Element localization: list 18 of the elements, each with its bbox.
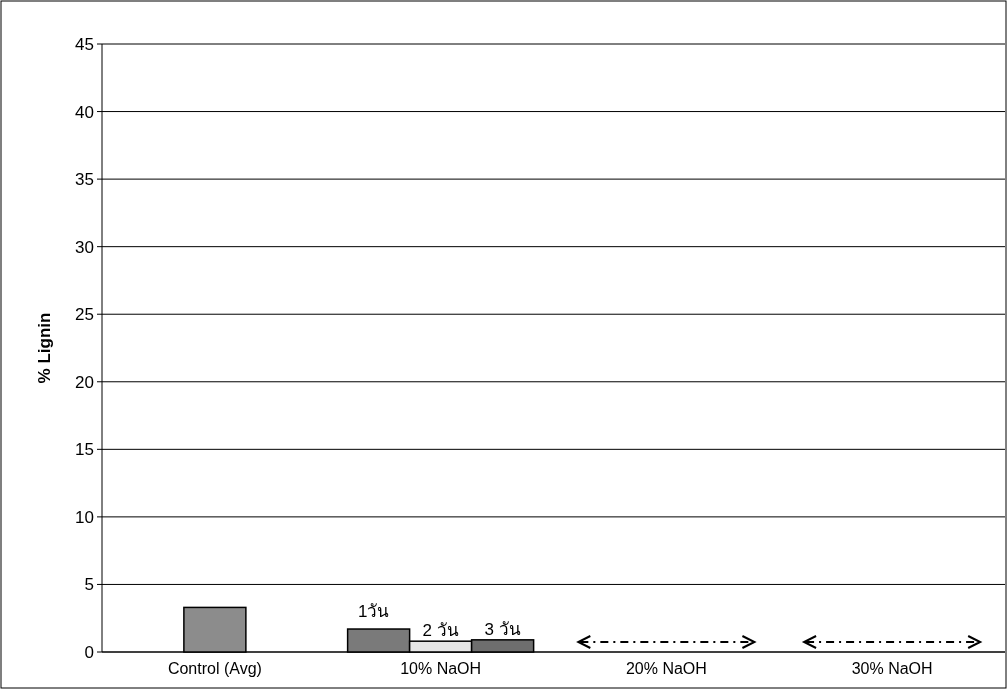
y-tick-label: 5	[84, 575, 94, 595]
x-tick-label: 30% NaOH	[851, 660, 933, 677]
y-tick-label: 10	[75, 507, 94, 527]
y-tick-label: 30	[75, 237, 94, 257]
series-label: 2 วัน	[422, 621, 459, 641]
x-tick-label: Control (Avg)	[167, 660, 262, 677]
y-tick-label: 15	[75, 440, 94, 460]
y-tick-label: 35	[75, 170, 94, 190]
x-tick-label: 10% NaOH	[400, 660, 482, 677]
y-tick-label: 25	[75, 305, 94, 325]
y-tick-label: 20	[75, 372, 94, 392]
series-label: 1วัน	[357, 602, 390, 622]
y-axis-title: % Lignin	[35, 312, 54, 384]
y-tick-label: 0	[84, 643, 94, 662]
series-label: 3 วัน	[484, 619, 521, 639]
y-tick-label: 40	[75, 102, 94, 122]
x-tick-label: 20% NaOH	[625, 660, 707, 677]
y-tick-label: 45	[75, 35, 94, 54]
